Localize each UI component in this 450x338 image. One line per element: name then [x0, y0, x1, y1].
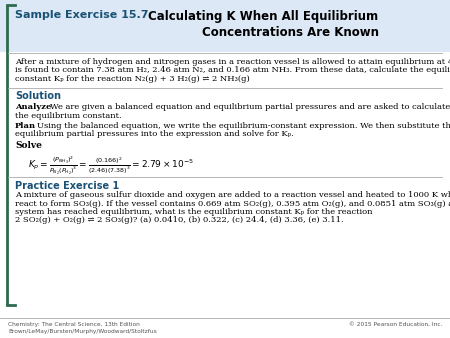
- Text: Using the balanced equation, we write the equilibrium-constant expression. We th: Using the balanced equation, we write th…: [37, 122, 450, 130]
- Text: $K_p = \frac{(P_{NH_3})^2}{P_{N_2}(P_{H_2})^3} = \frac{(0.166)^2}{(2.46)(7.38)^3: $K_p = \frac{(P_{NH_3})^2}{P_{N_2}(P_{H_…: [28, 155, 194, 177]
- Text: After a mixture of hydrogen and nitrogen gases in a reaction vessel is allowed t: After a mixture of hydrogen and nitrogen…: [15, 58, 450, 66]
- Text: constant Kₚ for the reaction N₂(g) + 3 H₂(g) ⇌ 2 NH₃(g): constant Kₚ for the reaction N₂(g) + 3 H…: [15, 75, 250, 83]
- Text: Concentrations Are Known: Concentrations Are Known: [202, 26, 378, 39]
- Text: © 2015 Pearson Education, Inc.: © 2015 Pearson Education, Inc.: [349, 322, 442, 327]
- Text: Sample Exercise 15.7: Sample Exercise 15.7: [15, 10, 148, 20]
- Text: equilibrium partial pressures into the expression and solve for Kₚ.: equilibrium partial pressures into the e…: [15, 130, 294, 139]
- Text: Solution: Solution: [15, 91, 61, 101]
- Text: Chemistry: The Central Science, 13th Edition
Brown/LeMay/Bursten/Murphy/Woodward: Chemistry: The Central Science, 13th Edi…: [8, 322, 157, 334]
- Text: 2 SO₂(g) + O₂(g) ⇌ 2 SO₃(g)? (a) 0.0410, (b) 0.322, (c) 24.4, (d) 3.36, (e) 3.11: 2 SO₂(g) + O₂(g) ⇌ 2 SO₃(g)? (a) 0.0410,…: [15, 217, 344, 224]
- FancyBboxPatch shape: [0, 0, 450, 52]
- Text: We are given a balanced equation and equilibrium partial pressures and are asked: We are given a balanced equation and equ…: [50, 103, 450, 111]
- Text: Solve: Solve: [15, 141, 42, 150]
- Text: Calculating K When All Equilibrium: Calculating K When All Equilibrium: [148, 10, 378, 23]
- Text: A mixture of gaseous sulfur dioxide and oxygen are added to a reaction vessel an: A mixture of gaseous sulfur dioxide and …: [15, 191, 450, 199]
- Text: Practice Exercise 1: Practice Exercise 1: [15, 181, 119, 191]
- Text: Analyze: Analyze: [15, 103, 51, 111]
- Text: system has reached equilibrium, what is the equilibrium constant Kₚ for the reac: system has reached equilibrium, what is …: [15, 208, 373, 216]
- Text: the equilibrium constant.: the equilibrium constant.: [15, 112, 122, 120]
- Text: react to form SO₃(g). If the vessel contains 0.669 atm SO₂(g), 0.395 atm O₂(g), : react to form SO₃(g). If the vessel cont…: [15, 199, 450, 208]
- Text: Plan: Plan: [15, 122, 36, 130]
- Text: is found to contain 7.38 atm H₂, 2.46 atm N₂, and 0.166 atm NH₃. From these data: is found to contain 7.38 atm H₂, 2.46 at…: [15, 67, 450, 74]
